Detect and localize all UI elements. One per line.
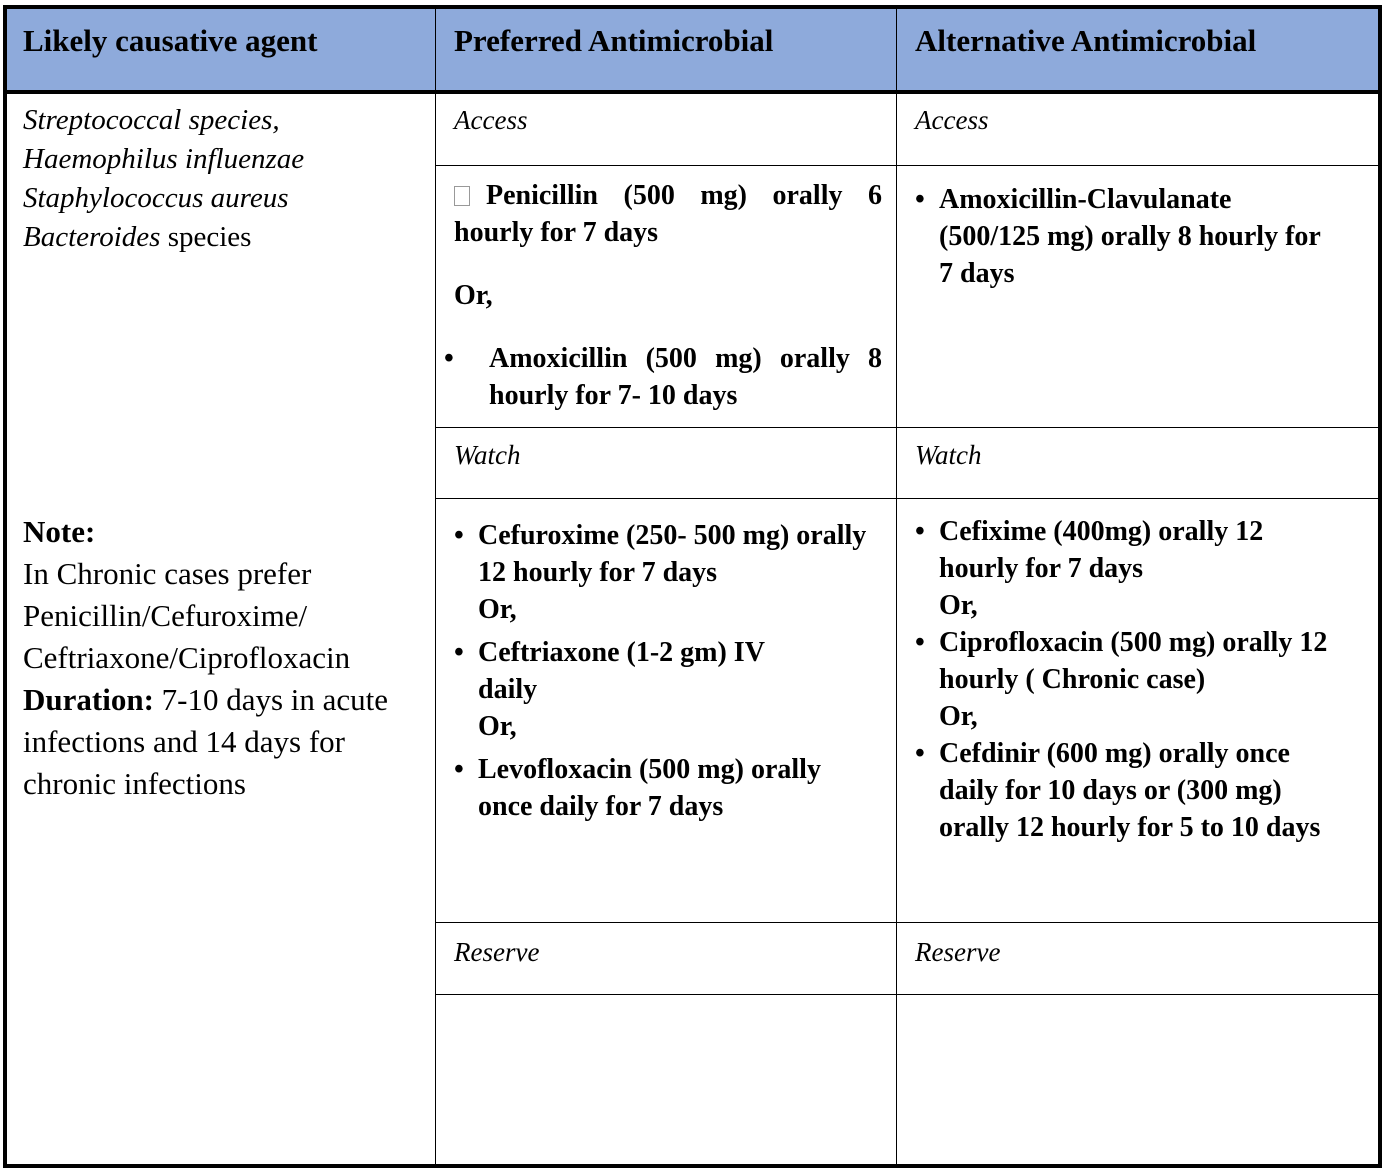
note-text: In Chronic cases prefer Penicillin/Cefur… — [23, 556, 351, 675]
note-block: Note: In Chronic cases prefer Penicillin… — [23, 511, 423, 805]
or-text: Or, — [939, 701, 978, 732]
label-watch: Watch — [915, 440, 982, 470]
bullet-icon: • — [454, 754, 464, 785]
table-header: Likely causative agent Preferred Antimic… — [7, 9, 1378, 94]
antimicrobial-table: Likely causative agent Preferred Antimic… — [3, 5, 1382, 1168]
row-divider — [435, 165, 1378, 166]
duration-text: Duration: 7-10 days in acute infections … — [23, 682, 389, 801]
bullet-icon: • — [454, 637, 464, 668]
bullet-icon: • — [915, 738, 925, 769]
bullet-icon: • — [915, 516, 925, 547]
bullet-icon: • — [454, 520, 464, 551]
column-divider — [435, 9, 436, 1164]
label-reserve: Reserve — [915, 937, 1001, 967]
list-item: • Amoxicillin-Clavulanate (500/125 mg) or… — [915, 181, 1335, 292]
header-alternative: Alternative Antimicrobial — [915, 23, 1257, 58]
row-divider — [435, 922, 1378, 923]
list-item: • Levofloxacin (500 mg) orally once daily… — [454, 751, 874, 825]
list-item: • Cefixime (400mg) orally 12 hourly for 7… — [915, 513, 1355, 587]
causative-agents: Streptococcal species, Haemophilus influ… — [23, 101, 304, 257]
checkbox-glyph-icon — [454, 186, 470, 206]
row-divider — [435, 994, 1378, 995]
list-item: • Amoxicillin (500 mg) orally 8 hourly fo… — [444, 340, 882, 414]
row-divider — [435, 498, 1378, 499]
preferred-watch: • Cefuroxime (250- 500 mg) orally 12 hour… — [454, 517, 874, 825]
list-item: • Cefdinir (600 mg) orally once daily for… — [915, 735, 1355, 846]
header-preferred: Preferred Antimicrobial — [454, 23, 774, 58]
preferred-access: Penicillin (500 mg) orally 6 hourly for … — [444, 177, 882, 414]
alternative-access: • Amoxicillin-Clavulanate (500/125 mg) or… — [915, 181, 1335, 292]
label-reserve: Reserve — [454, 937, 540, 967]
label-access: Access — [454, 105, 528, 135]
note-title: Note: — [23, 514, 96, 549]
or-text: Or, — [454, 280, 493, 311]
list-item: • Ceftriaxone (1-2 gm) IV daily — [454, 634, 874, 708]
list-item: • Ciprofloxacin (500 mg) orally 12 hourly… — [915, 624, 1355, 698]
header-causative-agent: Likely causative agent — [23, 23, 318, 58]
row-divider — [435, 427, 1378, 428]
list-item: • Cefuroxime (250- 500 mg) orally 12 hour… — [454, 517, 874, 591]
or-text: Or, — [478, 594, 517, 625]
or-text: Or, — [478, 711, 517, 742]
agent-line: Bacteroides species — [23, 221, 252, 253]
agent-line: Haemophilus influenzae — [23, 143, 305, 175]
bullet-icon: • — [444, 343, 454, 374]
column-divider — [896, 9, 897, 1164]
agent-line: Staphylococcus aureus — [23, 182, 289, 214]
label-access: Access — [915, 105, 989, 135]
list-item: Penicillin (500 mg) orally 6 hourly for … — [454, 180, 882, 248]
alternative-watch: • Cefixime (400mg) orally 12 hourly for 7… — [915, 513, 1355, 846]
label-watch: Watch — [454, 440, 521, 470]
or-text: Or, — [939, 590, 978, 621]
bullet-icon: • — [915, 184, 925, 215]
bullet-icon: • — [915, 627, 925, 658]
agent-line: Streptococcal species, — [23, 104, 280, 136]
